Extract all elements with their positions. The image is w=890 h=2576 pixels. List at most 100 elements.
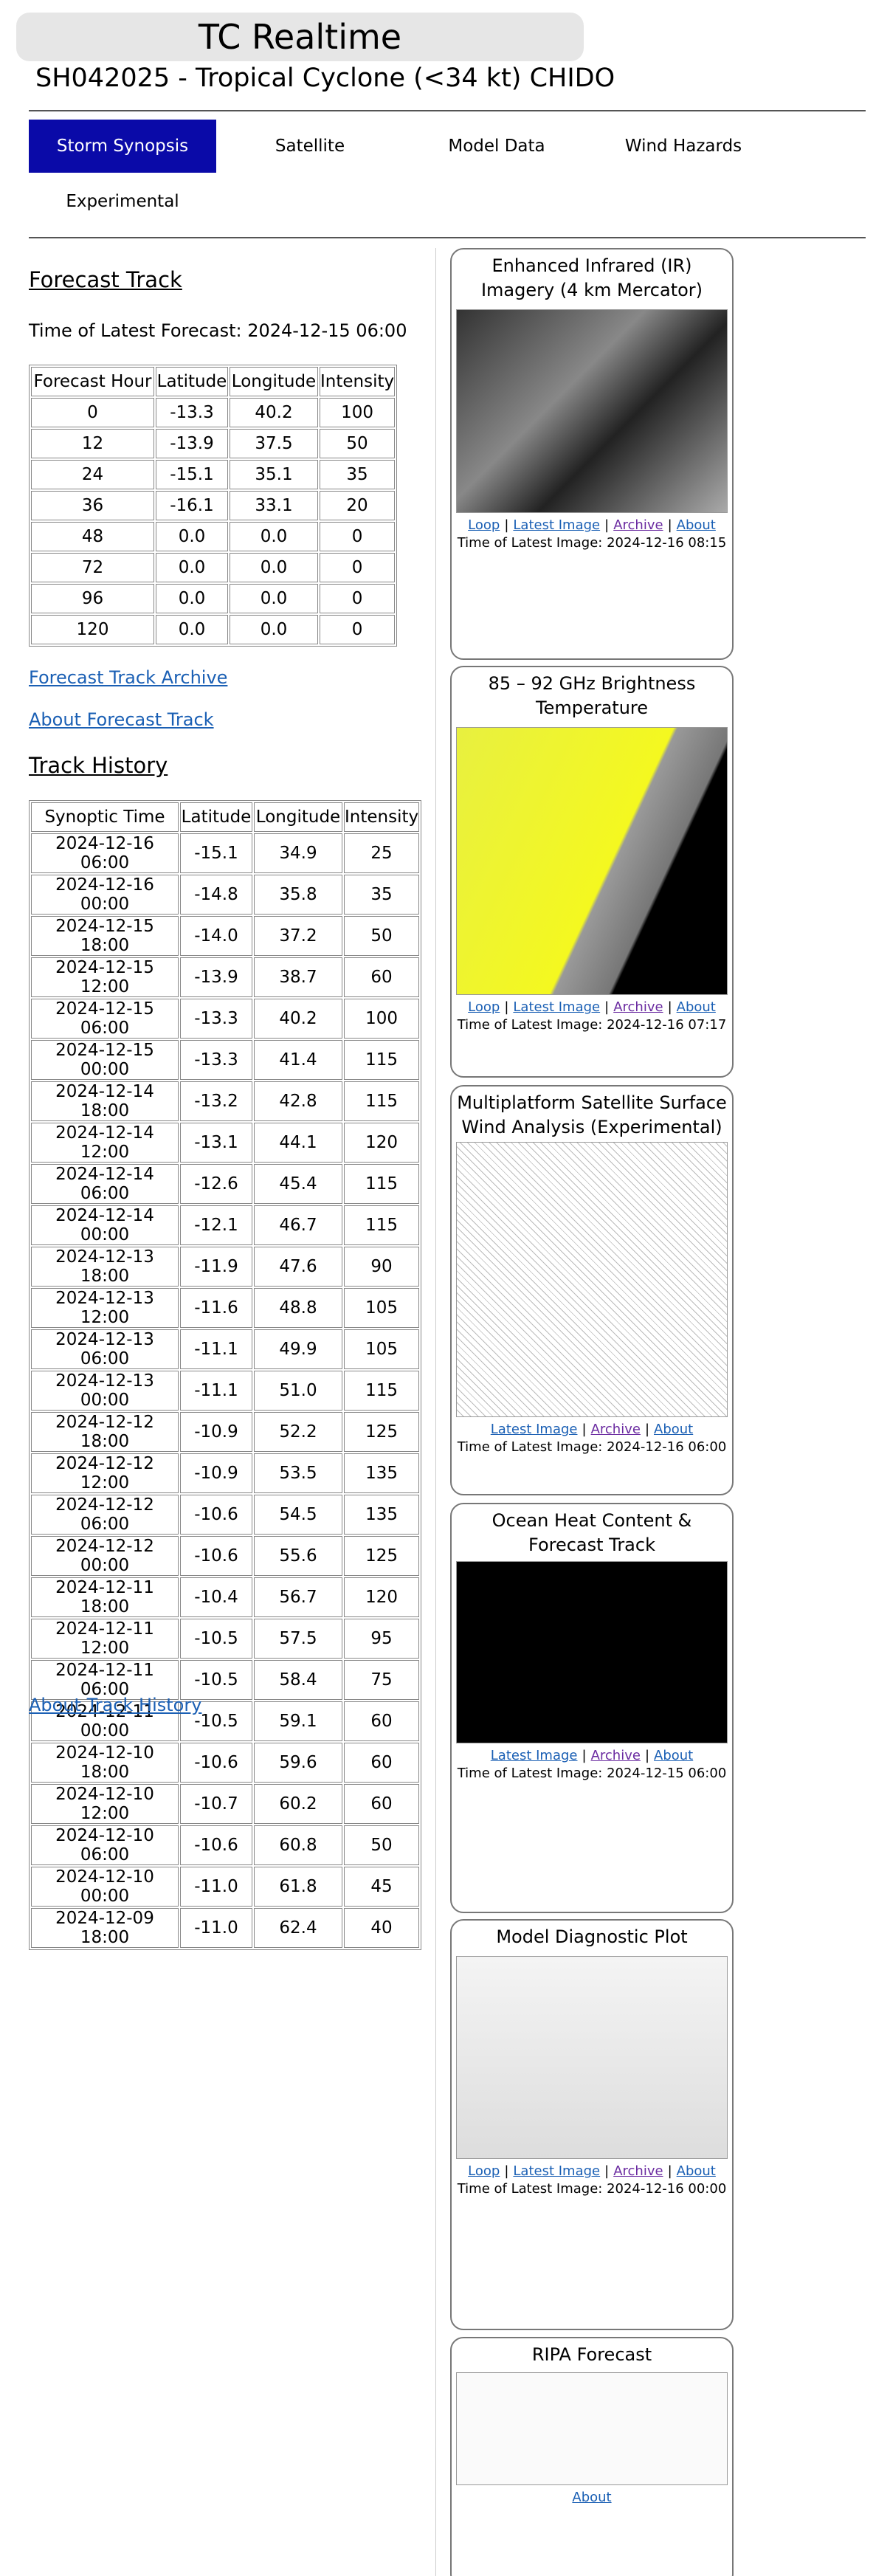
table-row: 2024-12-11 00:00 -10.5 59.1 60 [31, 1701, 420, 1741]
image-panel: 85 – 92 GHz Brightness Temperature Loop | L… [450, 666, 734, 1078]
table-cell: -10.7 [180, 1784, 252, 1824]
table-cell: 115 [344, 1164, 420, 1204]
archive-link[interactable]: Forecast Track Archive [29, 667, 228, 688]
table-row: 2024-12-16 00:00 -14.8 35.8 35 [31, 875, 420, 915]
link-separator: | [644, 1748, 650, 1763]
nav-tab[interactable]: Wind Hazards [624, 137, 742, 156]
table-cell: 2024-12-14 12:00 [31, 1123, 179, 1163]
column-divider [435, 248, 436, 2576]
table-cell: 2024-12-11 00:00 [31, 1701, 179, 1741]
table-cell: 2024-12-11 18:00 [31, 1577, 179, 1617]
panel-link[interactable]: Latest Image [490, 1422, 578, 1437]
table-cell: -10.6 [180, 1495, 252, 1535]
panel-link[interactable]: About [572, 2490, 612, 2505]
panel-title: Model Diagnostic Plot [496, 1926, 688, 1947]
table-cell: -11.6 [180, 1288, 252, 1328]
nav-tab[interactable]: Storm Synopsis [29, 120, 216, 173]
table-cell: 100 [344, 999, 420, 1039]
table-cell: -13.1 [180, 1123, 252, 1163]
panel-link[interactable]: About [654, 1748, 694, 1763]
image-time: Time of Latest Image: 2024-12-16 07:17 [457, 1017, 727, 1033]
forecast-time: Time of Latest Forecast: 2024-12-15 06:0… [29, 320, 407, 341]
table-cell: 24 [31, 460, 154, 489]
table-cell: 60 [344, 1784, 420, 1824]
nav-tab[interactable]: Model Data [448, 137, 545, 156]
table-row: 2024-12-16 06:00 -15.1 34.9 25 [31, 833, 420, 873]
table-cell: 38.7 [254, 957, 342, 997]
panel-link[interactable]: Archive [613, 2163, 663, 2179]
about-link[interactable]: About Track History [29, 1695, 202, 1715]
panel-link[interactable]: Archive [590, 1748, 641, 1763]
table-cell: 35.8 [254, 875, 342, 915]
panel-title: 85 – 92 GHz Brightness Temperature [488, 673, 696, 718]
link-separator: | [582, 1748, 587, 1763]
panel-title: Enhanced Infrared (IR) Imagery (4 km Mer… [480, 255, 703, 300]
table-cell: 44.1 [254, 1123, 342, 1163]
table-cell: 115 [344, 1081, 420, 1121]
table-cell: 0 [320, 615, 396, 644]
panel-link[interactable]: Loop [468, 2163, 500, 2179]
panel-link[interactable]: Archive [590, 1422, 641, 1437]
table-cell: 55.6 [254, 1536, 342, 1576]
panel-link[interactable]: Archive [613, 517, 663, 533]
panel-link[interactable]: About [676, 517, 716, 533]
image-panel: Enhanced Infrared (IR) Imagery (4 km Mer… [450, 248, 734, 660]
table-cell: 45 [344, 1867, 420, 1907]
table-cell: 120 [344, 1577, 420, 1617]
panel-link[interactable]: Loop [468, 517, 500, 533]
table-cell: 60 [344, 1701, 420, 1741]
table-cell: 2024-12-15 06:00 [31, 999, 179, 1039]
table-cell: -10.5 [180, 1660, 252, 1700]
panel-image [456, 1956, 728, 2159]
table-cell: 50 [344, 1825, 420, 1865]
table-cell: 20 [320, 491, 396, 520]
table-row: 2024-12-10 12:00 -10.7 60.2 60 [31, 1784, 420, 1824]
panel-link[interactable]: Archive [613, 999, 663, 1015]
table-cell: 42.8 [254, 1081, 342, 1121]
table-row: 2024-12-09 18:00 -11.0 62.4 40 [31, 1908, 420, 1948]
image-time: Time of Latest Image: 2024-12-16 06:00 [457, 1439, 727, 1455]
table-row: 72 0.0 0.0 0 [31, 553, 396, 582]
panel-link[interactable]: About [676, 999, 716, 1015]
table-cell: -11.9 [180, 1247, 252, 1287]
panel-links: Latest Image | Archive | About [452, 1422, 732, 1437]
panel-image [456, 1142, 728, 1417]
table-cell: 60.2 [254, 1784, 342, 1824]
table-cell: 12 [31, 429, 154, 458]
table-cell: -15.1 [156, 460, 228, 489]
image-panel: Model Diagnostic Plot Loop | Latest Image | A… [450, 1919, 734, 2330]
table-row: 2024-12-13 06:00 -11.1 49.9 105 [31, 1329, 420, 1369]
table-cell: 2024-12-12 12:00 [31, 1453, 179, 1493]
table-cell: 2024-12-15 18:00 [31, 916, 179, 956]
table-cell: 60 [344, 957, 420, 997]
table-cell: 90 [344, 1247, 420, 1287]
table-cell: -10.6 [180, 1743, 252, 1783]
panel-link[interactable]: About [676, 2163, 716, 2179]
nav-tab[interactable]: Experimental [66, 192, 179, 211]
table-cell: 125 [344, 1412, 420, 1452]
table-row: 2024-12-15 18:00 -14.0 37.2 50 [31, 916, 420, 956]
table-row: 2024-12-11 06:00 -10.5 58.4 75 [31, 1660, 420, 1700]
table-cell: 135 [344, 1495, 420, 1535]
table-cell: 33.1 [230, 491, 318, 520]
table-row: 2024-12-10 00:00 -11.0 61.8 45 [31, 1867, 420, 1907]
panel-link[interactable]: Latest Image [490, 1748, 578, 1763]
table-row: 2024-12-15 00:00 -13.3 41.4 115 [31, 1040, 420, 1080]
panel-image [456, 727, 728, 995]
panel-link[interactable]: Latest Image [513, 999, 601, 1015]
storm-title: SH042025 - Tropical Cyclone (<34 kt) CHI… [35, 63, 615, 93]
panel-link[interactable]: About [654, 1422, 694, 1437]
table-cell: 2024-12-10 06:00 [31, 1825, 179, 1865]
table-cell: 2024-12-11 12:00 [31, 1619, 179, 1659]
panel-link[interactable]: Loop [468, 999, 500, 1015]
about-link[interactable]: About Forecast Track [29, 709, 214, 730]
table-cell: -10.9 [180, 1412, 252, 1452]
table-cell: 135 [344, 1453, 420, 1493]
panel-link[interactable]: Latest Image [513, 2163, 601, 2179]
image-time: Time of Latest Image: 2024-12-16 00:00 [457, 2181, 727, 2197]
panel-link[interactable]: Latest Image [513, 517, 601, 533]
table-cell: -11.1 [180, 1329, 252, 1369]
table-cell: 56.7 [254, 1577, 342, 1617]
nav-tab[interactable]: Satellite [275, 137, 345, 156]
column-header: Latitude [156, 367, 228, 396]
